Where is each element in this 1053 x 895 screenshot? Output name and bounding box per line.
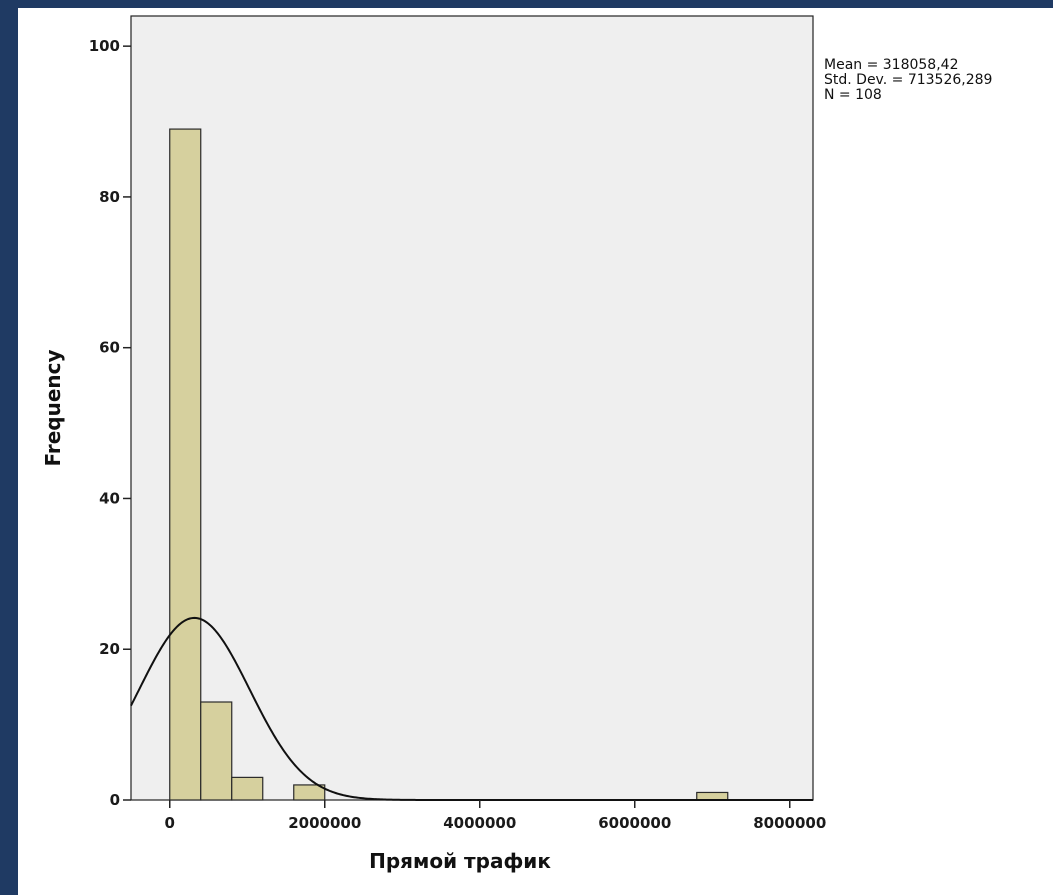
histogram-bar — [200, 701, 233, 801]
x-tick-label: 8000000 — [753, 814, 826, 832]
histogram-chart: 0 20 40 60 80 100 0 2000000 4000000 6000000 80000… — [41, 15, 992, 873]
y-tick-label: 100 — [89, 37, 120, 55]
histogram-bar — [169, 128, 202, 801]
stats-std-dev: Std. Dev. = 713526,289 — [824, 72, 992, 88]
x-tick-label: 4000000 — [443, 814, 516, 832]
y-tick-label: 0 — [110, 791, 120, 809]
histogram-bar — [696, 791, 729, 801]
stats-box: Mean = 318058,42 Std. Dev. = 713526,289 … — [824, 57, 992, 103]
y-axis-title: Frequency — [41, 349, 65, 466]
x-tick-label: 2000000 — [288, 814, 361, 832]
x-tick-label: 0 — [165, 814, 175, 832]
histogram-bar — [231, 776, 264, 801]
y-tick-label: 80 — [99, 188, 120, 206]
chart-frame: 0 20 40 60 80 100 0 2000000 4000000 6000000 80000… — [18, 8, 1053, 895]
y-tick-label: 60 — [99, 339, 120, 357]
stats-mean: Mean = 318058,42 — [824, 57, 958, 73]
normal-curve — [130, 616, 813, 801]
y-tick-label: 40 — [99, 489, 120, 507]
x-tick-label: 6000000 — [598, 814, 671, 832]
plot-area — [130, 15, 814, 801]
x-axis-title: Прямой трафик — [369, 849, 551, 873]
y-tick-label: 20 — [99, 640, 120, 658]
stats-n: N = 108 — [824, 87, 882, 103]
histogram-bar — [293, 784, 326, 801]
